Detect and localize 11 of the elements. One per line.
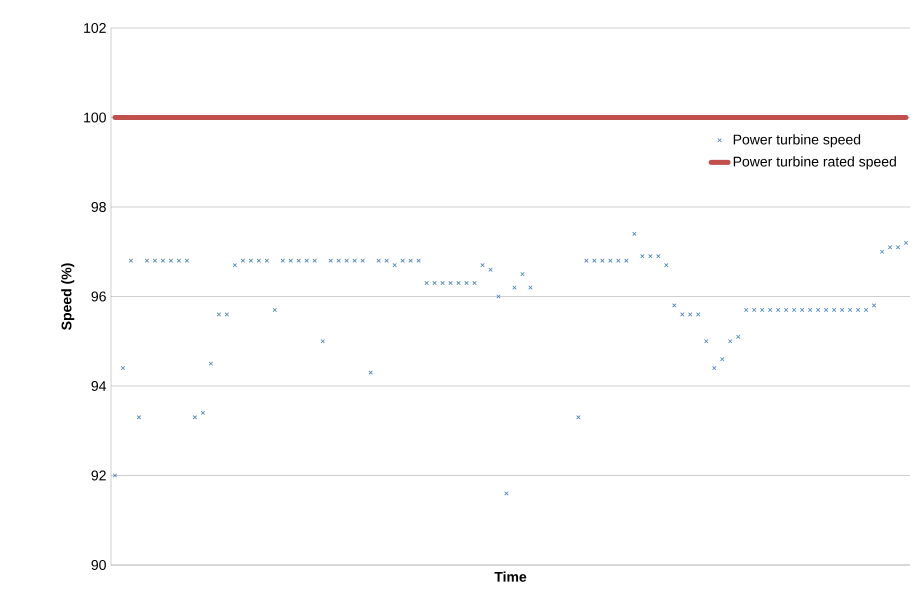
y-tick-label: 98 bbox=[92, 202, 106, 212]
y-tick-label: 102 bbox=[84, 23, 106, 33]
y-tick-label: 100 bbox=[84, 112, 106, 122]
y-axis-title: Speed (%) bbox=[61, 263, 74, 330]
y-tick-label: 96 bbox=[92, 292, 106, 302]
x-axis-title: Time bbox=[494, 572, 526, 582]
y-tick-label: 90 bbox=[92, 560, 106, 570]
y-tick-label: 94 bbox=[92, 381, 106, 391]
legend-label: Power turbine rated speed bbox=[734, 156, 896, 170]
y-tick-label: 92 bbox=[92, 470, 106, 480]
legend-label: Power turbine speed bbox=[734, 134, 860, 148]
